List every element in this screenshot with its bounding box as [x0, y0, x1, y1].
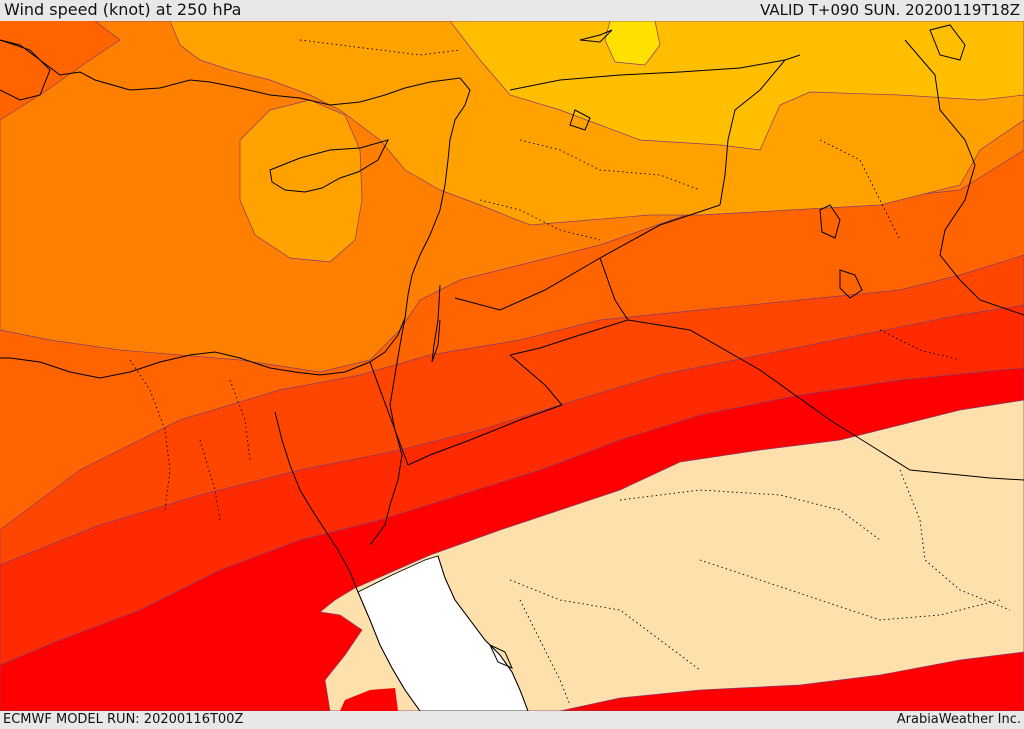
- coastlines: [0, 24, 966, 711]
- band-red-patch: [340, 688, 398, 711]
- low-wind-area: [319, 399, 1024, 711]
- valid-time-label: VALID T+090 SUN. 20200119T18Z: [760, 1, 1020, 19]
- model-run-label: ECMWF MODEL RUN: 20200116T00Z: [3, 712, 244, 727]
- internal-boundaries: [129, 39, 1011, 706]
- wind-speed-map[interactable]: [0, 21, 1024, 711]
- map-title: Wind speed (knot) at 250 hPa: [4, 0, 242, 19]
- band-amber: [449, 21, 1024, 151]
- band-orange-light-cyprus: [239, 99, 363, 263]
- footer-bar: ECMWF MODEL RUN: 20200116T00Z ArabiaWeat…: [0, 711, 1024, 729]
- political-borders: [369, 39, 1024, 481]
- header-bar: Wind speed (knot) at 250 hPa VALID T+090…: [0, 0, 1024, 21]
- map-canvas: [0, 21, 1024, 711]
- band-lightest: [604, 21, 661, 66]
- credit-label: ArabiaWeather Inc.: [896, 712, 1021, 727]
